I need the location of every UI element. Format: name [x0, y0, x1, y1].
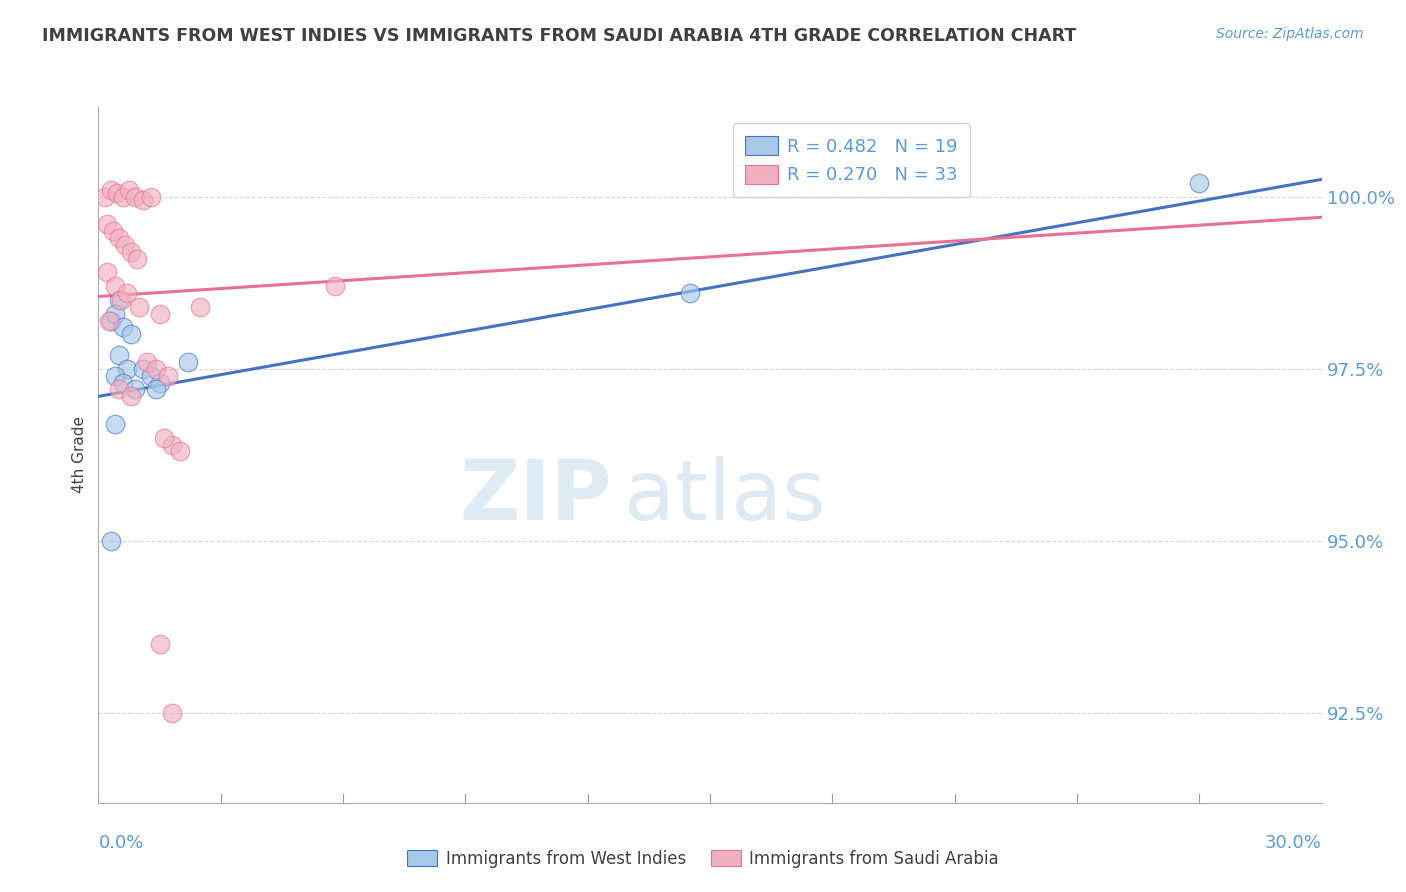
Point — [145, 361, 167, 376]
Point — [114, 237, 136, 252]
Point — [120, 244, 142, 259]
Point — [115, 286, 138, 301]
Point — [679, 286, 702, 301]
Point — [177, 355, 200, 369]
Point — [101, 224, 124, 238]
Legend: Immigrants from West Indies, Immigrants from Saudi Arabia: Immigrants from West Indies, Immigrants … — [401, 844, 1005, 875]
Point — [108, 383, 131, 397]
Point — [100, 534, 122, 549]
Point — [149, 307, 172, 321]
Point — [120, 389, 142, 403]
Point — [141, 189, 163, 203]
Text: atlas: atlas — [624, 456, 827, 537]
Point — [104, 368, 127, 383]
Point — [100, 313, 122, 327]
Point — [104, 279, 127, 293]
Point — [105, 186, 128, 201]
Point — [93, 189, 115, 203]
Point — [156, 368, 179, 383]
Point — [100, 183, 122, 197]
Point — [136, 355, 159, 369]
Point — [188, 300, 212, 314]
Text: 0.0%: 0.0% — [98, 834, 143, 852]
Point — [111, 320, 134, 334]
Point — [104, 307, 127, 321]
Point — [128, 300, 150, 314]
Point — [97, 313, 120, 327]
Point — [96, 265, 118, 279]
Legend: R = 0.482   N = 19, R = 0.270   N = 33: R = 0.482 N = 19, R = 0.270 N = 33 — [733, 123, 970, 197]
Point — [124, 383, 146, 397]
Text: Source: ZipAtlas.com: Source: ZipAtlas.com — [1216, 27, 1364, 41]
Text: 30.0%: 30.0% — [1265, 834, 1322, 852]
Text: ZIP: ZIP — [460, 456, 612, 537]
Point — [145, 383, 167, 397]
Point — [160, 437, 183, 451]
Point — [160, 706, 183, 721]
Point — [108, 293, 131, 307]
Point — [149, 376, 172, 390]
Text: IMMIGRANTS FROM WEST INDIES VS IMMIGRANTS FROM SAUDI ARABIA 4TH GRADE CORRELATIO: IMMIGRANTS FROM WEST INDIES VS IMMIGRANT… — [42, 27, 1077, 45]
Point — [108, 348, 131, 362]
Point — [111, 189, 134, 203]
Point — [149, 637, 172, 651]
Point — [124, 189, 146, 203]
Y-axis label: 4th Grade: 4th Grade — [72, 417, 87, 493]
Point — [141, 368, 163, 383]
Point — [104, 417, 127, 431]
Point — [152, 431, 174, 445]
Point — [115, 361, 138, 376]
Point — [118, 183, 141, 197]
Point — [132, 361, 155, 376]
Point — [111, 376, 134, 390]
Point — [169, 444, 191, 458]
Point — [108, 231, 131, 245]
Point — [1188, 176, 1211, 190]
Point — [132, 193, 155, 207]
Point — [96, 217, 118, 231]
Point — [120, 327, 142, 342]
Point — [127, 252, 149, 266]
Point — [110, 293, 132, 307]
Point — [323, 279, 346, 293]
